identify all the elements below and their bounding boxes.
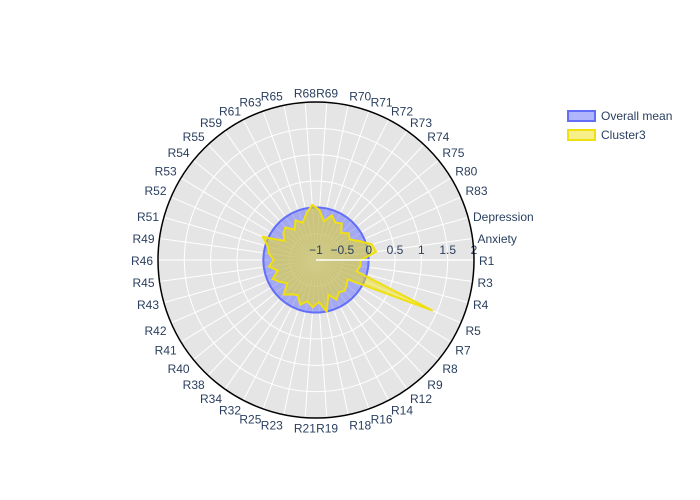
angular-tick-label: R69 (316, 86, 338, 100)
angular-tick-label: R71 (371, 95, 393, 109)
radial-tick-label: 1.5 (439, 243, 456, 257)
angular-tick-label: R54 (168, 146, 190, 160)
legend: Overall mean Cluster3 (567, 109, 672, 142)
angular-tick-label: R8 (442, 362, 458, 376)
angular-tick-label: R51 (137, 210, 159, 224)
angular-tick-label: R41 (155, 344, 177, 358)
legend-swatch[interactable] (567, 110, 596, 122)
angular-tick-label: R68 (294, 86, 316, 100)
angular-tick-label: R14 (391, 404, 413, 418)
radial-tick-label: 1 (418, 243, 425, 257)
angular-tick-label: R65 (261, 89, 283, 103)
angular-tick-label: R34 (200, 392, 222, 406)
angular-tick-label: R18 (349, 419, 371, 433)
angular-tick-label: R72 (391, 104, 413, 118)
angular-tick-label: R83 (466, 184, 488, 198)
angular-tick-label: R40 (168, 362, 190, 376)
angular-tick-label: Depression (473, 210, 534, 224)
angular-tick-label: R3 (478, 276, 494, 290)
angular-tick-label: R25 (239, 413, 261, 427)
angular-tick-label: R74 (427, 130, 449, 144)
angular-tick-label: R32 (219, 404, 241, 418)
angular-tick-label: R80 (455, 164, 477, 178)
angular-tick-label: R12 (410, 392, 432, 406)
angular-tick-label: R49 (132, 232, 154, 246)
radial-tick-label: −1 (309, 243, 323, 257)
angular-tick-label: R53 (155, 164, 177, 178)
angular-tick-label: R63 (239, 95, 261, 109)
angular-tick-label: R59 (200, 116, 222, 130)
legend-label[interactable]: Cluster3 (601, 128, 646, 142)
angular-tick-label: R5 (466, 324, 482, 338)
angular-tick-label: R1 (479, 254, 495, 268)
angular-tick-label: R7 (455, 344, 471, 358)
angular-tick-label: R43 (137, 298, 159, 312)
angular-tick-label: R75 (442, 146, 464, 160)
radial-tick-label: −0.5 (330, 243, 354, 257)
angular-tick-label: R9 (427, 378, 443, 392)
series-1-area (261, 203, 433, 313)
angular-tick-label: R23 (261, 419, 283, 433)
angular-tick-label: R52 (144, 184, 166, 198)
radial-tick-label: 0 (365, 243, 372, 257)
angular-tick-label: R19 (316, 422, 338, 436)
legend-label[interactable]: Overall mean (601, 109, 672, 123)
angular-tick-label: R46 (131, 254, 153, 268)
angular-tick-label: R70 (349, 89, 371, 103)
angular-tick-label: R21 (294, 422, 316, 436)
angular-tick-label: R38 (183, 378, 205, 392)
angular-tick-label: R73 (410, 116, 432, 130)
angular-tick-label: R4 (473, 298, 489, 312)
polar-outline (157, 101, 475, 419)
angular-tick-label: R42 (144, 324, 166, 338)
angular-tick-label: R61 (219, 104, 241, 118)
angular-tick-label: R45 (132, 276, 154, 290)
angular-tick-label: Anxiety (478, 232, 517, 246)
radial-tick-labels: −1 −0.5 0 0.5 1 1.5 2 (309, 243, 478, 257)
legend-swatch[interactable] (567, 129, 596, 141)
angular-tick-label: R16 (371, 413, 393, 427)
angular-tick-label: R55 (183, 130, 205, 144)
angular-tick-labels: R1AnxietyDepressionR83R80R75R74R73R72R71… (131, 86, 534, 435)
radial-tick-label: 0.5 (387, 243, 404, 257)
